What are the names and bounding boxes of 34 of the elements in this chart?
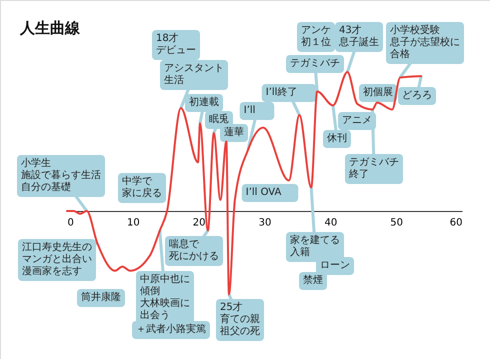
annotation: 蓮華 bbox=[224, 126, 244, 138]
annotation: 家を建てる入籍 bbox=[290, 234, 340, 258]
annotation: 中原中也に傾倒大林映画に出会う bbox=[140, 273, 190, 321]
x-tick-label: 30 bbox=[258, 218, 272, 228]
x-tick-label: 0 bbox=[68, 218, 74, 228]
annotation: アシスタント生活 bbox=[164, 63, 224, 86]
text: アンケ初１位 bbox=[301, 25, 331, 48]
x-tick-label: 40 bbox=[324, 218, 338, 228]
annotation: I’ll OVA bbox=[246, 187, 282, 198]
text: 18才デビュー bbox=[156, 32, 196, 56]
annotation: 初個展 bbox=[363, 86, 393, 98]
annotation: 筒井康隆 bbox=[81, 291, 121, 303]
annotation: 眠兎 bbox=[209, 113, 229, 125]
annotation: 禁煙 bbox=[303, 274, 323, 286]
annotation: どろろ bbox=[402, 90, 432, 101]
x-tick-label: 60 bbox=[450, 218, 462, 228]
annotation: 43才息子誕生 bbox=[338, 24, 379, 48]
text: ＋武者小路実篤 bbox=[136, 323, 206, 335]
x-tick-label: 10 bbox=[126, 218, 140, 228]
annotation: I’ll bbox=[244, 105, 256, 116]
annotation: 小学校受験息子が志望校に合格 bbox=[389, 24, 460, 60]
annotation: テガミバチ bbox=[290, 58, 340, 69]
annotation: I’ll終了 bbox=[266, 86, 298, 98]
annotation: 小学生施設で暮らす生活自分の基礎 bbox=[21, 157, 101, 193]
annotation: 初連載 bbox=[189, 96, 219, 108]
annotation: アニメ bbox=[342, 115, 372, 126]
annotation: 中学で家に戻る bbox=[122, 175, 162, 199]
x-tick-label: 50 bbox=[390, 218, 404, 228]
annotation: 江口寿史先生のマンガと出合い漫画家を志す bbox=[22, 241, 92, 277]
x-tick-label: 20 bbox=[192, 218, 206, 228]
annotation: ローン bbox=[320, 260, 350, 271]
chart-title: 人生曲線 bbox=[19, 19, 81, 37]
annotation: 休刊 bbox=[327, 133, 347, 144]
annotation: テガミバチ終了 bbox=[348, 157, 399, 180]
